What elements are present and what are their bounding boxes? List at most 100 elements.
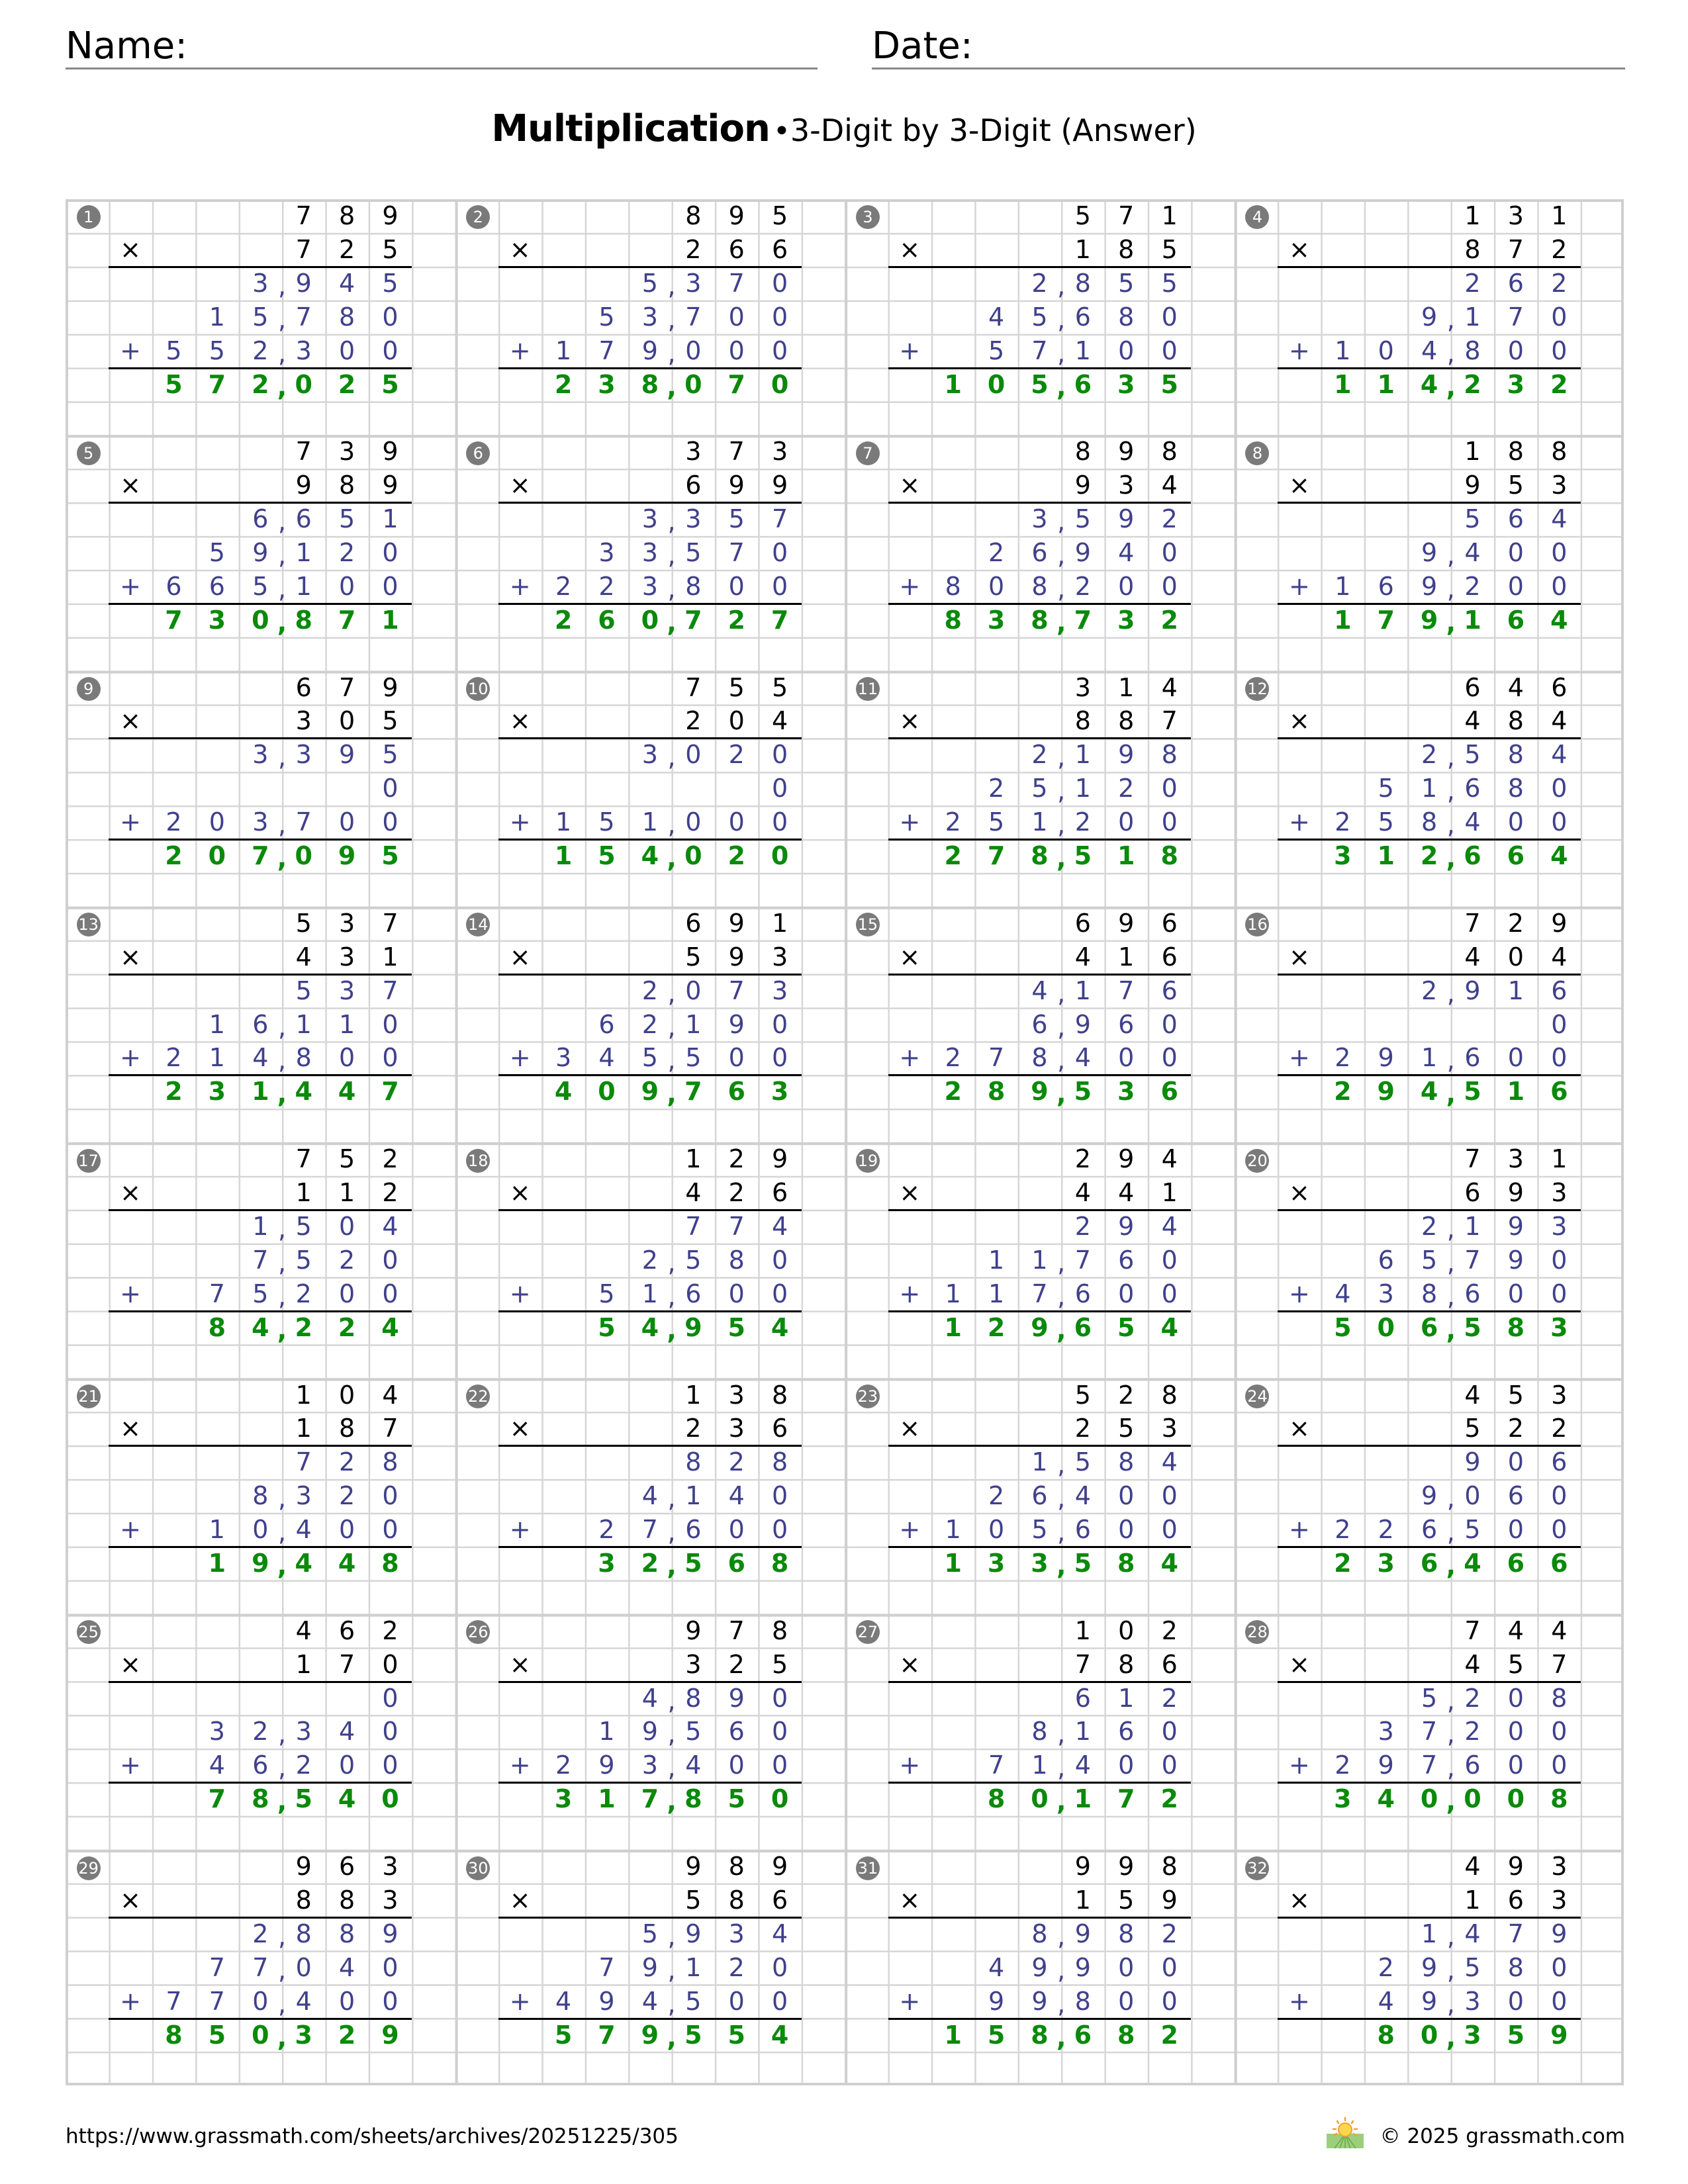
- multiplicand-digit: 2: [382, 1615, 399, 1645]
- partial-product-2-digit: 6: [1118, 1009, 1135, 1039]
- partial-product-2-digit: 7: [209, 1952, 225, 1982]
- answer-digit: 1: [598, 1784, 616, 1814]
- multiplier-digit: 1: [1464, 1885, 1481, 1915]
- multiplicand-digit: 4: [1464, 1852, 1481, 1882]
- partial-product-3-digit: 2: [1464, 571, 1481, 601]
- partial-product-3-digit: 9: [1378, 1751, 1394, 1780]
- answer-digit: 9: [684, 1312, 702, 1342]
- multiply-rule: [109, 973, 412, 976]
- partial-product-3-digit: 0: [1551, 1043, 1568, 1073]
- partial-product-3-digit: 1: [555, 807, 572, 837]
- multiplier-digit: 0: [728, 706, 745, 736]
- partial-product-3-digit: 4: [1074, 1751, 1091, 1780]
- partial-product-2-digit: 9: [1421, 302, 1438, 332]
- partial-product-3-comma: ,: [1057, 574, 1066, 604]
- partial-product-2-digit: 2: [1118, 774, 1135, 803]
- answer-comma: ,: [667, 1315, 677, 1345]
- answer-digit: 8: [1377, 2020, 1395, 2050]
- partial-product-3-digit: 0: [1161, 807, 1178, 837]
- multiplier-digit: 9: [1074, 471, 1091, 500]
- answer-comma: ,: [1446, 2023, 1456, 2052]
- partial-product-3-digit: 2: [165, 807, 182, 837]
- partial-product-2-digit: 8: [338, 302, 355, 332]
- multiplier-digit: 5: [1464, 1414, 1481, 1443]
- partial-product-1-digit: 3: [641, 740, 658, 770]
- partial-product-2-comma: ,: [1446, 1248, 1455, 1277]
- partial-product-3-digit: 0: [1507, 1279, 1524, 1308]
- partial-product-1-digit: 6: [1161, 976, 1178, 1005]
- partial-product-2-digit: 0: [1507, 537, 1524, 567]
- multiply-sign: ×: [120, 234, 141, 264]
- answer-digit: 0: [987, 369, 1006, 399]
- multiply-sign: ×: [1288, 1178, 1310, 1208]
- answer-comma: ,: [277, 1551, 287, 1580]
- answer-digit: 4: [641, 1312, 659, 1342]
- partial-product-2-digit: 2: [338, 1245, 355, 1275]
- add-sign: +: [899, 1515, 921, 1545]
- problem-number-badge: 5: [76, 441, 101, 465]
- partial-product-2-comma: ,: [667, 1484, 676, 1514]
- partial-product-2-comma: ,: [1057, 1248, 1066, 1277]
- answer-digit: 7: [684, 1077, 702, 1107]
- answer-digit: 1: [1377, 841, 1395, 871]
- partial-product-3-digit: 0: [1507, 571, 1524, 601]
- partial-product-2-comma: ,: [1057, 304, 1066, 334]
- answer-digit: 5: [381, 369, 399, 399]
- partial-product-2-digit: 1: [685, 1952, 702, 1982]
- partial-product-3-digit: 6: [209, 571, 225, 601]
- multiply-sign: ×: [509, 234, 531, 264]
- partial-product-3-comma: ,: [1446, 1281, 1455, 1311]
- partial-product-2-digit: 0: [382, 1481, 399, 1511]
- partial-product-3-digit: 0: [1551, 1986, 1568, 2016]
- partial-product-3-comma: ,: [277, 810, 287, 840]
- partial-product-3-digit: 0: [1551, 807, 1568, 837]
- partial-product-2-digit: 8: [728, 1245, 745, 1275]
- answer-digit: 5: [208, 2020, 226, 2050]
- partial-product-1-digit: 9: [1118, 740, 1135, 770]
- answer-digit: 3: [598, 1549, 616, 1578]
- multiplier-digit: 6: [771, 1885, 788, 1915]
- answer-digit: 8: [1031, 841, 1049, 871]
- sum-rule: [109, 1074, 412, 1077]
- answer-digit: 5: [1464, 1312, 1481, 1342]
- answer-comma: ,: [1446, 1315, 1456, 1345]
- answer-comma: ,: [277, 1315, 287, 1345]
- answer-digit: 8: [771, 1549, 789, 1578]
- problem-number-badge: 1: [76, 205, 101, 230]
- partial-product-3-digit: 1: [641, 807, 658, 837]
- answer-digit: 3: [1117, 1077, 1135, 1107]
- partial-product-2-comma: ,: [667, 1955, 676, 1985]
- partial-product-1-digit: 8: [685, 1447, 702, 1477]
- problem-5: 5 7 3 9 × 9 8 9 6 6 5 1, 5 9 1 2 0, 6 6 5 1 0 0, +7 3 0 8 7 1,: [66, 435, 455, 670]
- name-field-line[interactable]: [66, 68, 818, 69]
- multiplicand-digit: 1: [1118, 672, 1135, 702]
- partial-product-1-digit: 9: [1551, 1919, 1568, 1948]
- multiplier-digit: 7: [1551, 1649, 1568, 1679]
- partial-product-2-comma: ,: [1057, 540, 1066, 570]
- partial-product-3-comma: ,: [1446, 1989, 1455, 2019]
- partial-product-2-digit: 0: [382, 302, 399, 332]
- partial-product-2-comma: ,: [277, 1719, 287, 1749]
- partial-product-1-comma: ,: [667, 978, 676, 1008]
- partial-product-2-digit: 1: [988, 1245, 1005, 1275]
- answer-digit: 4: [1550, 841, 1568, 871]
- problem-8: 8 1 8 8 × 9 5 3 5 6 4 9 4 0 0, 1 6 9 2 0 0, +1 7 9 1 6 4,: [1235, 435, 1624, 670]
- partial-product-3-digit: 0: [685, 807, 702, 837]
- partial-product-3-digit: 8: [295, 1043, 312, 1073]
- answer-digit: 2: [727, 605, 745, 635]
- multiplier-digit: 5: [1161, 234, 1178, 264]
- partial-product-2-digit: 5: [1421, 1245, 1438, 1275]
- date-field-line[interactable]: [872, 68, 1625, 69]
- multiply-rule: [1278, 1916, 1581, 1919]
- partial-product-3-digit: 3: [1378, 1279, 1394, 1308]
- multiply-rule: [1278, 1680, 1581, 1683]
- multiplier-digit: 2: [728, 1178, 745, 1208]
- partial-product-2-digit: 0: [1551, 1717, 1568, 1747]
- answer-digit: 2: [295, 1312, 312, 1342]
- multiplicand-digit: 9: [685, 1852, 702, 1882]
- answer-digit: 3: [1377, 1549, 1395, 1578]
- partial-product-2-digit: 0: [728, 302, 745, 332]
- problem-30: 30 9 8 9 × 5 8 6 5 9 3 4, 7 9 1 2 0, 4 9 4 5 0 0, +5 7 9 5 5 4,: [455, 1850, 845, 2085]
- partial-product-3-digit: 0: [771, 1986, 788, 2016]
- partial-product-1-digit: 9: [1464, 976, 1481, 1005]
